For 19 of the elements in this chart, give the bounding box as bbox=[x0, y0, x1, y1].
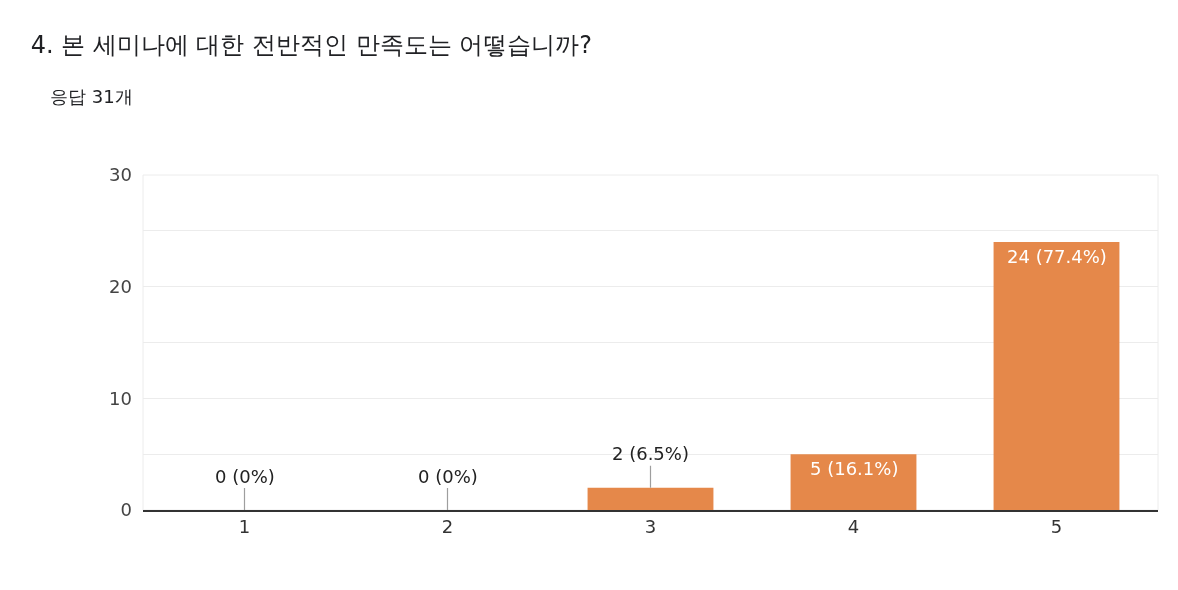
data-label: 5 (16.1%) bbox=[810, 458, 899, 479]
data-label: 0 (0%) bbox=[215, 466, 275, 487]
y-tick-label: 10 bbox=[109, 387, 132, 409]
chart-subtitle: 응답 31개 bbox=[50, 86, 133, 107]
x-tick-label: 4 bbox=[847, 516, 860, 538]
bar bbox=[993, 242, 1120, 510]
bar bbox=[587, 487, 714, 510]
bar bbox=[790, 454, 917, 510]
x-tick-label: 2 bbox=[441, 516, 454, 538]
y-tick-label: 30 bbox=[109, 164, 132, 186]
data-label: 2 (6.5%) bbox=[612, 443, 689, 464]
data-label: 24 (77.4%) bbox=[1007, 246, 1107, 267]
y-tick-label: 0 bbox=[120, 499, 132, 521]
x-tick-label: 1 bbox=[238, 516, 251, 538]
x-tick-label: 5 bbox=[1050, 516, 1063, 538]
x-tick-label: 3 bbox=[644, 516, 657, 538]
y-tick-label: 20 bbox=[109, 275, 132, 297]
chart-title: 4. 본 세미나에 대한 전반적인 만족도는 어떻습니까? bbox=[30, 31, 593, 60]
data-label: 0 (0%) bbox=[418, 466, 478, 487]
